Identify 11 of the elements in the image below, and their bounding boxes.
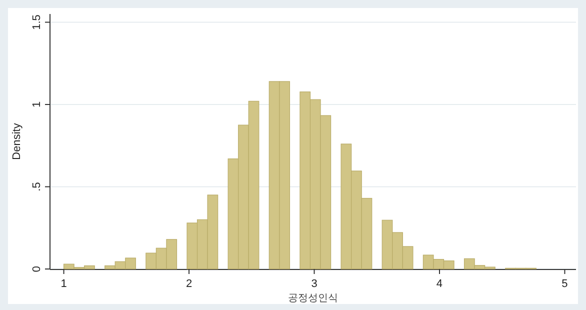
x-tick-label: 2	[186, 278, 192, 290]
y-tick-label: 1	[31, 101, 43, 108]
x-axis-title: 공정성인식	[288, 293, 338, 304]
y-tick-label: 1.5	[31, 14, 43, 30]
x-tick-label: 5	[562, 278, 568, 290]
x-tick-label: 1	[60, 278, 67, 290]
y-tick-label: 0	[31, 266, 43, 272]
x-tick-label: 4	[436, 278, 443, 290]
x-tick-label: 3	[311, 278, 318, 290]
y-tick-label: .5	[31, 182, 43, 192]
y-axis-title: Density	[11, 122, 23, 160]
